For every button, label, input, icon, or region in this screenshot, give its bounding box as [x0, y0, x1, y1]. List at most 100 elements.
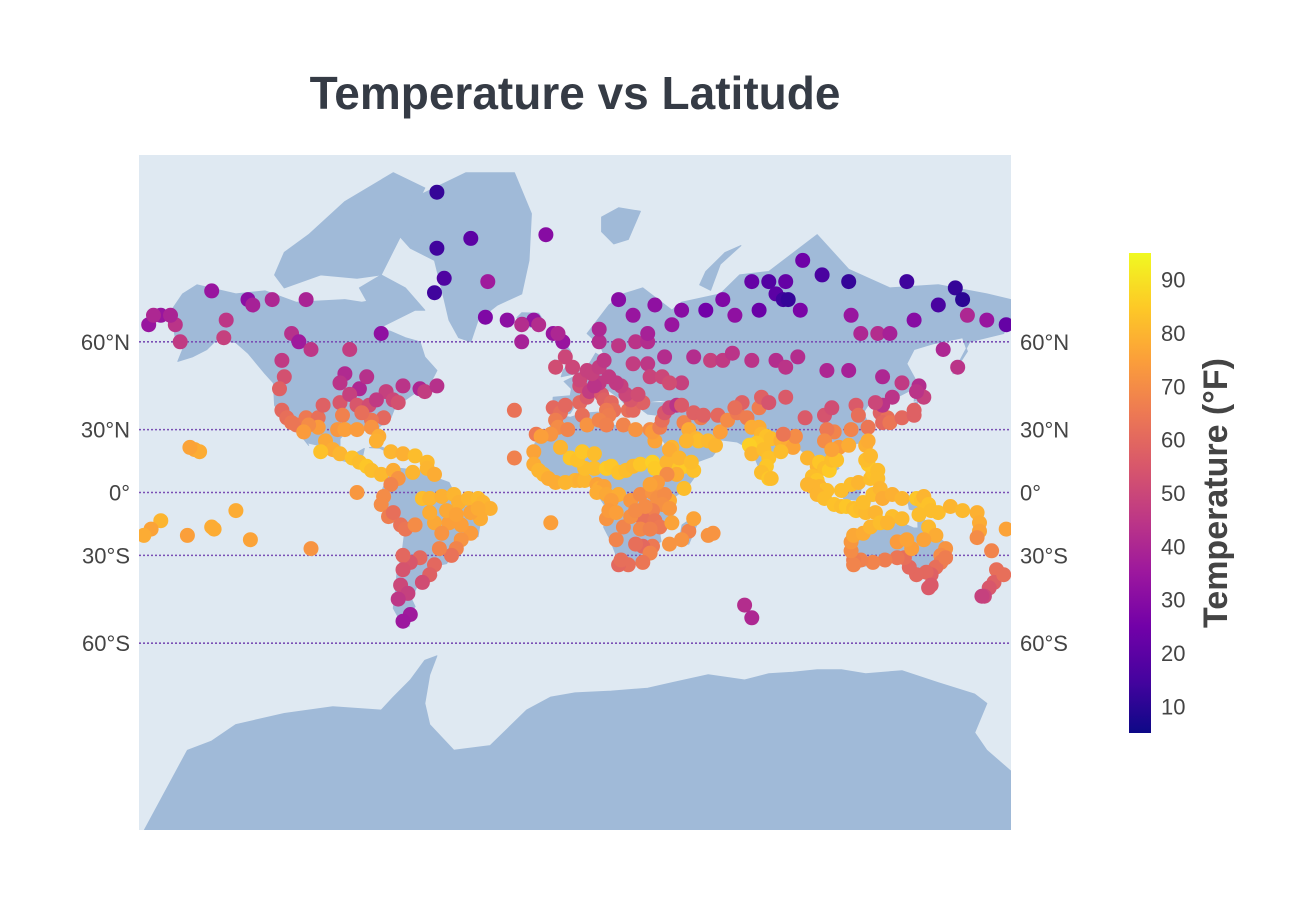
city-marker[interactable]: [640, 326, 656, 341]
city-marker[interactable]: [526, 444, 542, 460]
city-marker[interactable]: [703, 352, 719, 368]
city-marker[interactable]: [608, 505, 624, 521]
city-marker[interactable]: [882, 415, 898, 431]
city-marker[interactable]: [678, 433, 694, 449]
city-marker[interactable]: [959, 307, 975, 323]
city-marker[interactable]: [853, 326, 869, 341]
city-marker[interactable]: [662, 536, 677, 552]
city-marker[interactable]: [557, 397, 573, 413]
city-marker[interactable]: [390, 395, 406, 411]
city-marker[interactable]: [846, 557, 862, 573]
city-marker[interactable]: [557, 349, 573, 365]
city-marker[interactable]: [698, 302, 714, 318]
city-marker[interactable]: [436, 270, 452, 286]
city-marker[interactable]: [315, 397, 331, 413]
city-marker[interactable]: [335, 407, 350, 423]
city-marker[interactable]: [824, 400, 840, 416]
city-marker[interactable]: [969, 530, 985, 546]
city-marker[interactable]: [264, 292, 280, 308]
city-marker[interactable]: [635, 554, 651, 570]
city-marker[interactable]: [843, 307, 859, 323]
city-marker[interactable]: [579, 417, 595, 433]
city-marker[interactable]: [586, 446, 602, 462]
city-marker[interactable]: [778, 274, 794, 290]
city-marker[interactable]: [955, 292, 971, 308]
city-marker[interactable]: [272, 381, 287, 397]
city-marker[interactable]: [909, 384, 924, 400]
city-marker[interactable]: [296, 424, 312, 440]
city-marker[interactable]: [591, 321, 607, 337]
city-marker[interactable]: [349, 485, 365, 500]
city-marker[interactable]: [974, 588, 990, 604]
city-markers[interactable]: [136, 184, 1013, 629]
city-marker[interactable]: [242, 532, 258, 548]
city-marker[interactable]: [911, 507, 927, 523]
city-marker[interactable]: [928, 527, 944, 543]
city-marker[interactable]: [880, 515, 895, 531]
city-marker[interactable]: [298, 292, 314, 308]
city-marker[interactable]: [899, 274, 915, 290]
city-marker[interactable]: [942, 499, 958, 514]
city-marker[interactable]: [611, 292, 627, 308]
city-marker[interactable]: [383, 444, 399, 460]
city-marker[interactable]: [727, 307, 743, 323]
city-marker[interactable]: [407, 517, 423, 533]
city-marker[interactable]: [349, 422, 365, 438]
city-marker[interactable]: [574, 444, 590, 460]
city-marker[interactable]: [368, 392, 384, 408]
city-marker[interactable]: [422, 505, 438, 521]
city-marker[interactable]: [824, 442, 840, 458]
city-marker[interactable]: [163, 307, 178, 323]
city-marker[interactable]: [647, 297, 663, 313]
city-marker[interactable]: [548, 359, 564, 375]
city-marker[interactable]: [427, 466, 442, 482]
city-marker[interactable]: [342, 342, 358, 357]
city-marker[interactable]: [744, 610, 760, 626]
city-marker[interactable]: [586, 378, 602, 394]
city-marker[interactable]: [429, 240, 445, 256]
city-marker[interactable]: [664, 317, 680, 333]
city-marker[interactable]: [182, 439, 198, 455]
city-marker[interactable]: [480, 274, 496, 290]
city-marker[interactable]: [591, 334, 607, 350]
city-marker[interactable]: [865, 554, 881, 570]
city-marker[interactable]: [930, 505, 946, 521]
city-marker[interactable]: [841, 437, 857, 453]
city-marker[interactable]: [916, 532, 932, 548]
city-marker[interactable]: [628, 334, 644, 350]
city-marker[interactable]: [797, 410, 813, 426]
city-marker[interactable]: [405, 464, 421, 480]
city-marker[interactable]: [482, 501, 498, 516]
city-marker[interactable]: [431, 541, 447, 557]
city-marker[interactable]: [429, 184, 445, 200]
city-marker[interactable]: [778, 389, 794, 405]
city-marker[interactable]: [727, 400, 743, 416]
city-marker[interactable]: [383, 477, 399, 492]
city-marker[interactable]: [882, 326, 898, 341]
city-marker[interactable]: [368, 433, 384, 449]
city-marker[interactable]: [773, 444, 789, 460]
city-marker[interactable]: [463, 230, 479, 246]
city-marker[interactable]: [860, 433, 876, 449]
city-marker[interactable]: [354, 405, 370, 421]
city-marker[interactable]: [337, 422, 353, 438]
city-marker[interactable]: [712, 424, 728, 440]
city-marker[interactable]: [889, 550, 905, 566]
city-marker[interactable]: [533, 428, 549, 444]
city-marker[interactable]: [628, 422, 644, 438]
city-marker[interactable]: [744, 352, 760, 368]
city-marker[interactable]: [538, 227, 554, 243]
city-marker[interactable]: [613, 552, 629, 568]
city-marker[interactable]: [744, 274, 760, 290]
city-marker[interactable]: [204, 283, 220, 299]
city-marker[interactable]: [550, 326, 566, 341]
city-marker[interactable]: [245, 297, 261, 313]
city-marker[interactable]: [787, 428, 803, 444]
city-marker[interactable]: [632, 487, 648, 502]
city-marker[interactable]: [724, 345, 740, 361]
city-marker[interactable]: [276, 369, 292, 385]
city-marker[interactable]: [642, 369, 658, 385]
city-marker[interactable]: [950, 359, 966, 375]
city-marker[interactable]: [313, 444, 329, 460]
city-marker[interactable]: [657, 349, 673, 365]
